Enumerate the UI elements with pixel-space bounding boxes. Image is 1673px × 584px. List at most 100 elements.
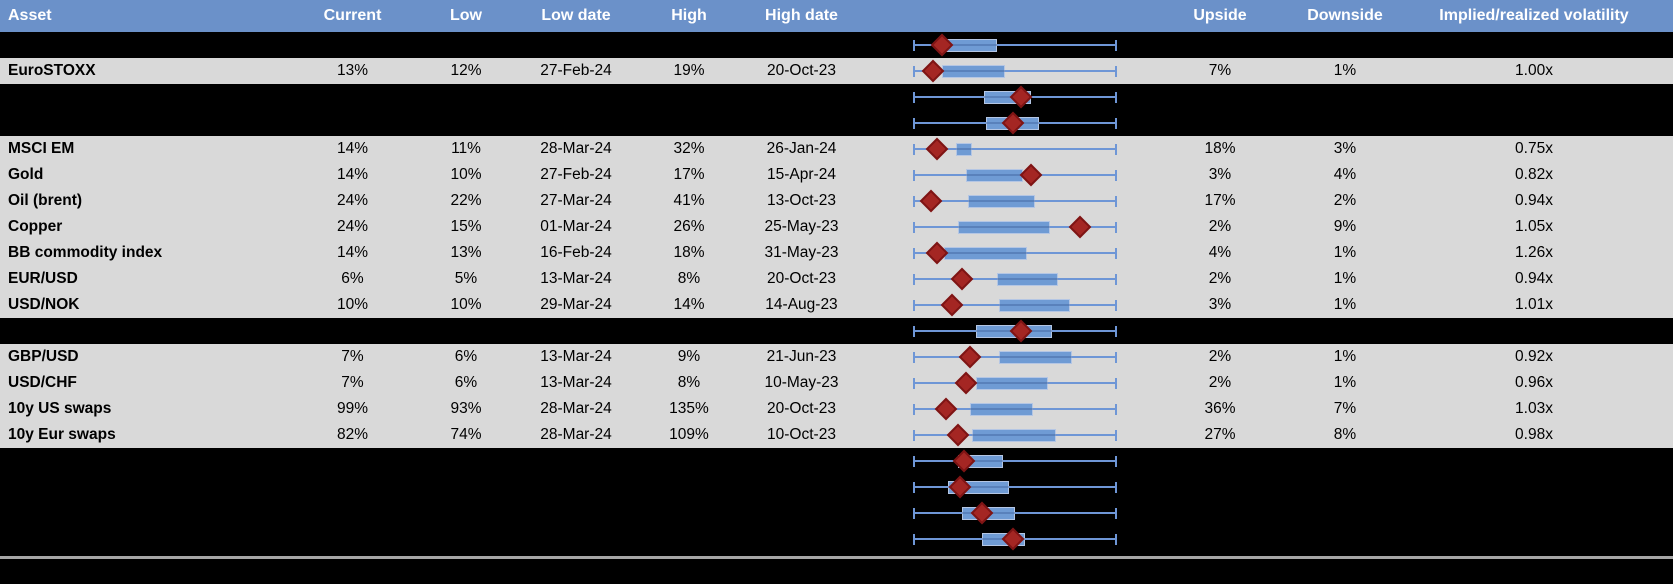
current-cell[interactable] xyxy=(295,84,410,110)
low-date-cell[interactable] xyxy=(522,32,630,58)
low-date-cell[interactable]: 28-Mar-24 xyxy=(540,426,612,443)
asset-name-cell[interactable] xyxy=(0,318,295,344)
implied-cell[interactable] xyxy=(1395,84,1673,110)
header-high-date[interactable]: High date xyxy=(765,7,838,24)
upside-cell[interactable]: 2% xyxy=(1208,218,1232,235)
high-date-cell[interactable]: 26-Jan-24 xyxy=(766,140,837,157)
current-cell[interactable] xyxy=(295,500,410,526)
high-date-cell[interactable]: 21-Jun-23 xyxy=(766,348,837,365)
header-asset[interactable]: Asset xyxy=(8,7,52,24)
current-cell[interactable] xyxy=(295,318,410,344)
low-cell[interactable]: 74% xyxy=(450,426,482,443)
current-cell[interactable]: 82% xyxy=(336,426,369,443)
implied-cell[interactable]: 0.96x xyxy=(1515,374,1553,391)
low-cell[interactable]: 10% xyxy=(450,166,482,183)
upside-cell[interactable]: 2% xyxy=(1208,374,1232,391)
implied-cell[interactable] xyxy=(1395,318,1673,344)
high-date-cell[interactable] xyxy=(748,500,855,526)
asset-name-cell[interactable] xyxy=(0,500,295,526)
asset-name-cell[interactable] xyxy=(0,84,295,110)
implied-cell[interactable]: 0.98x xyxy=(1515,426,1553,443)
low-cell[interactable]: 6% xyxy=(454,348,478,365)
high-date-cell[interactable]: 20-Oct-23 xyxy=(767,400,836,417)
current-cell[interactable]: 24% xyxy=(336,192,369,209)
upside-cell[interactable]: 4% xyxy=(1208,244,1232,261)
current-cell[interactable]: 7% xyxy=(341,348,364,365)
upside-cell[interactable] xyxy=(1145,110,1295,136)
low-cell[interactable] xyxy=(410,32,522,58)
upside-cell[interactable]: 18% xyxy=(1204,140,1236,157)
high-cell[interactable] xyxy=(630,318,748,344)
low-date-cell[interactable] xyxy=(522,448,630,474)
upside-cell[interactable]: 36% xyxy=(1204,400,1236,417)
implied-cell[interactable]: 1.26x xyxy=(1515,244,1553,261)
low-cell[interactable] xyxy=(410,84,522,110)
low-date-cell[interactable]: 13-Mar-24 xyxy=(540,374,612,391)
low-date-cell[interactable]: 01-Mar-24 xyxy=(540,218,612,235)
upside-cell[interactable]: 27% xyxy=(1204,426,1236,443)
high-date-cell[interactable] xyxy=(748,474,855,500)
upside-cell[interactable] xyxy=(1145,500,1295,526)
implied-cell[interactable] xyxy=(1395,110,1673,136)
downside-cell[interactable]: 1% xyxy=(1333,244,1357,261)
asset-name-cell[interactable]: 10y Eur swaps xyxy=(8,426,116,443)
implied-cell[interactable]: 1.00x xyxy=(1515,62,1553,79)
high-date-cell[interactable]: 10-May-23 xyxy=(764,374,839,391)
low-cell[interactable]: 5% xyxy=(454,270,478,287)
high-date-cell[interactable] xyxy=(748,84,855,110)
high-cell[interactable]: 18% xyxy=(673,244,705,261)
upside-cell[interactable]: 7% xyxy=(1208,62,1232,79)
implied-cell[interactable]: 0.92x xyxy=(1515,348,1553,365)
asset-name-cell[interactable]: Copper xyxy=(8,218,63,235)
downside-cell[interactable]: 2% xyxy=(1333,192,1357,209)
low-date-cell[interactable]: 27-Mar-24 xyxy=(540,192,612,209)
downside-cell[interactable] xyxy=(1295,318,1395,344)
high-cell[interactable]: 109% xyxy=(669,426,709,443)
low-cell[interactable]: 12% xyxy=(450,62,482,79)
high-cell[interactable]: 26% xyxy=(673,218,705,235)
low-cell[interactable]: 22% xyxy=(450,192,482,209)
low-date-cell[interactable] xyxy=(522,474,630,500)
downside-cell[interactable] xyxy=(1295,448,1395,474)
high-date-cell[interactable]: 20-Oct-23 xyxy=(767,270,836,287)
asset-name-cell[interactable]: MSCI EM xyxy=(8,140,75,157)
asset-name-cell[interactable]: 10y US swaps xyxy=(8,400,112,417)
downside-cell[interactable] xyxy=(1295,500,1395,526)
low-cell[interactable] xyxy=(410,110,522,136)
asset-name-cell[interactable] xyxy=(0,32,295,58)
low-cell[interactable]: 93% xyxy=(450,400,482,417)
high-cell[interactable]: 41% xyxy=(673,192,705,209)
asset-name-cell[interactable]: USD/NOK xyxy=(8,296,80,313)
upside-cell[interactable] xyxy=(1145,32,1295,58)
low-cell[interactable] xyxy=(410,474,522,500)
current-cell[interactable] xyxy=(295,110,410,136)
low-date-cell[interactable]: 16-Feb-24 xyxy=(540,244,612,261)
asset-name-cell[interactable] xyxy=(0,526,295,552)
header-downside[interactable]: Downside xyxy=(1307,7,1383,24)
downside-cell[interactable]: 8% xyxy=(1333,426,1357,443)
high-cell[interactable]: 8% xyxy=(677,374,701,391)
implied-cell[interactable] xyxy=(1395,32,1673,58)
low-cell[interactable] xyxy=(410,526,522,552)
upside-cell[interactable]: 2% xyxy=(1208,270,1232,287)
low-date-cell[interactable] xyxy=(522,110,630,136)
implied-cell[interactable]: 1.01x xyxy=(1515,296,1553,313)
implied-cell[interactable] xyxy=(1395,500,1673,526)
high-date-cell[interactable] xyxy=(748,110,855,136)
upside-cell[interactable] xyxy=(1145,474,1295,500)
downside-cell[interactable]: 3% xyxy=(1333,140,1357,157)
header-current[interactable]: Current xyxy=(323,7,382,24)
high-cell[interactable] xyxy=(630,448,748,474)
current-cell[interactable]: 24% xyxy=(336,218,369,235)
current-cell[interactable]: 10% xyxy=(336,296,369,313)
high-cell[interactable]: 9% xyxy=(677,348,701,365)
upside-cell[interactable] xyxy=(1145,448,1295,474)
low-date-cell[interactable] xyxy=(522,84,630,110)
downside-cell[interactable]: 7% xyxy=(1333,400,1357,417)
downside-cell[interactable] xyxy=(1295,84,1395,110)
low-date-cell[interactable] xyxy=(522,500,630,526)
upside-cell[interactable] xyxy=(1145,318,1295,344)
asset-name-cell[interactable] xyxy=(0,110,295,136)
downside-cell[interactable]: 1% xyxy=(1333,270,1357,287)
header-low-date[interactable]: Low date xyxy=(541,7,611,24)
